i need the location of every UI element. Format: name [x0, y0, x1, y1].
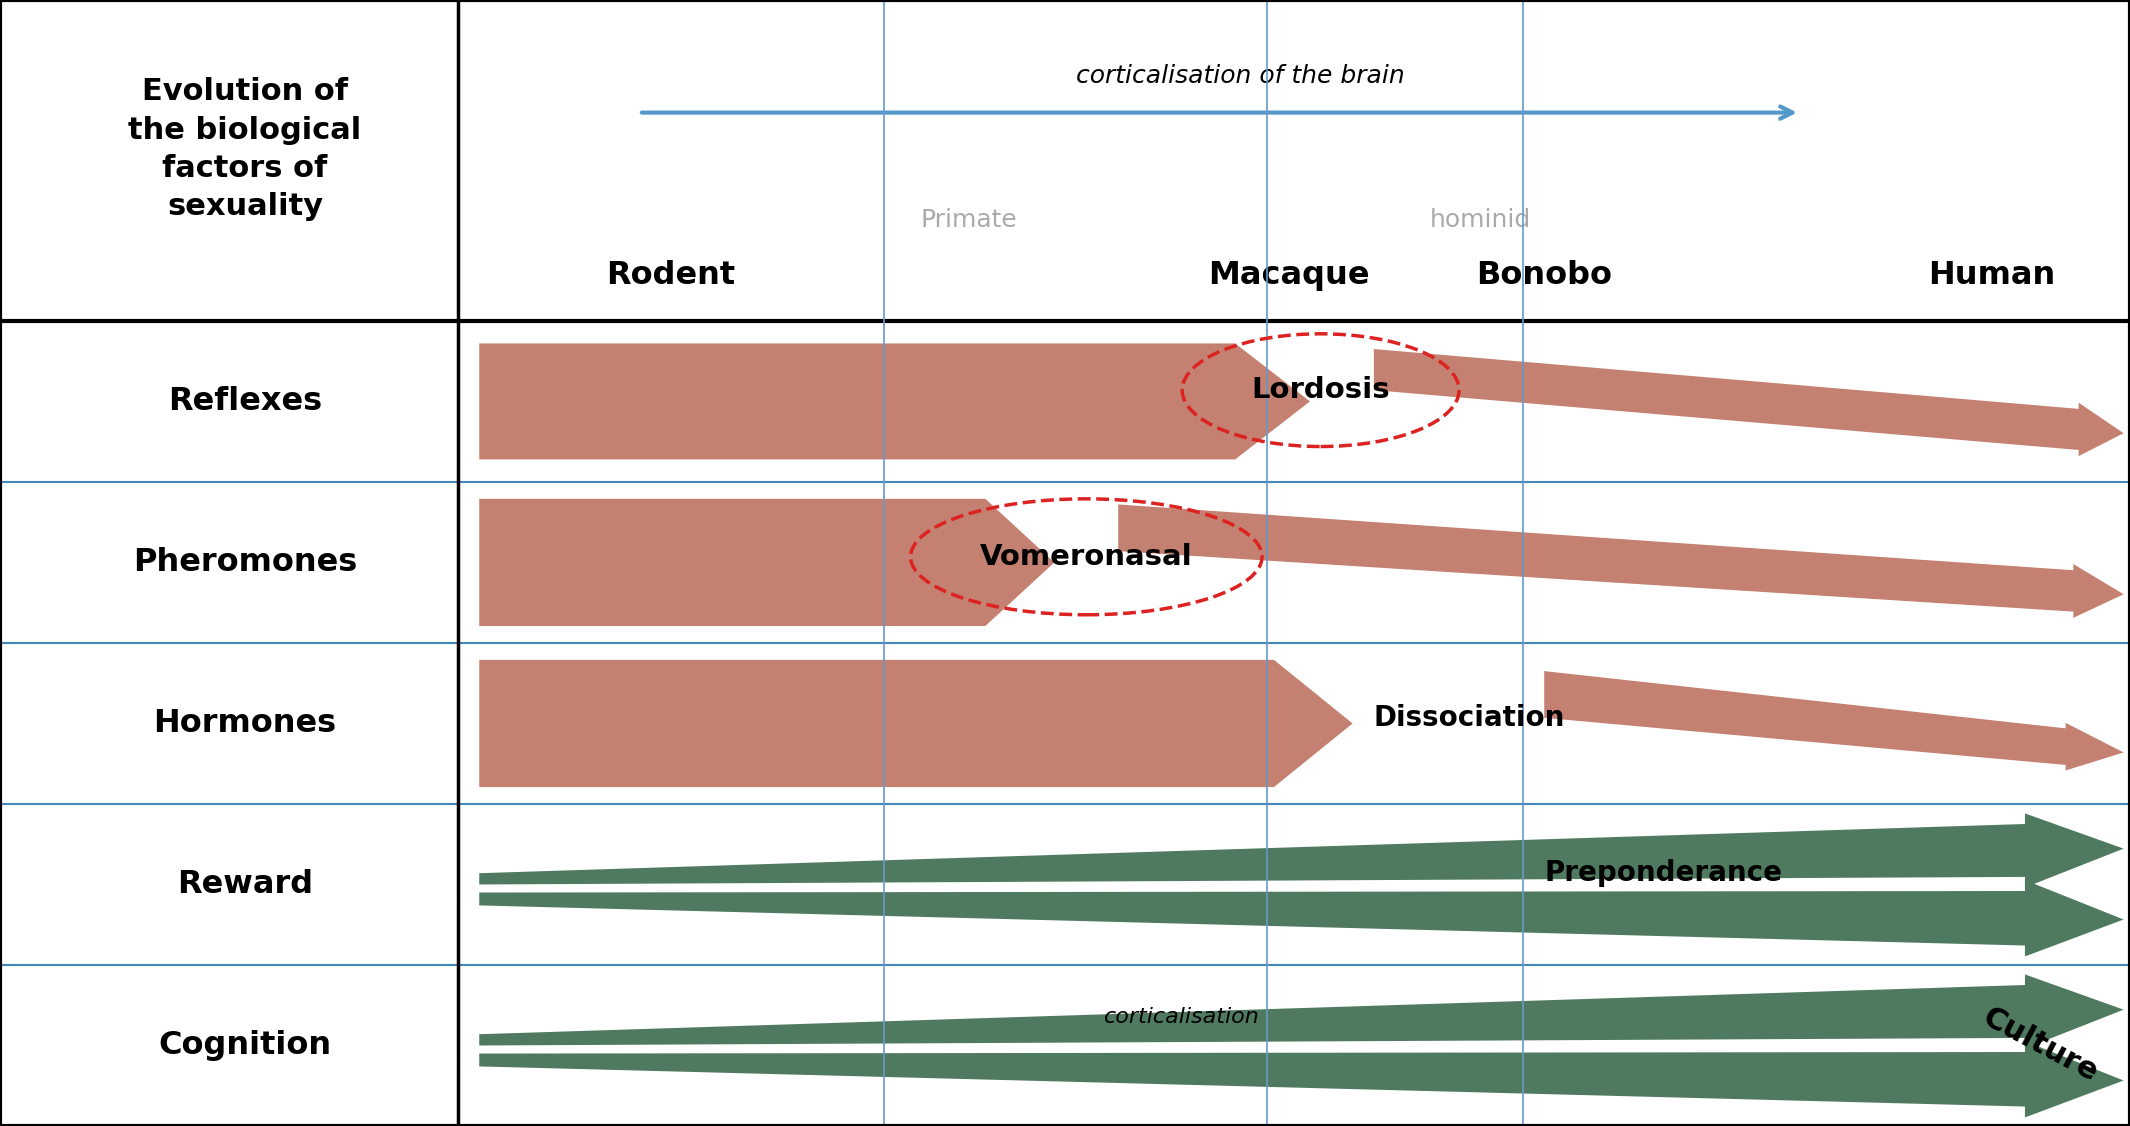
Text: Rodent: Rodent — [607, 260, 735, 292]
Text: Macaque: Macaque — [1208, 260, 1370, 292]
Text: Lordosis: Lordosis — [1250, 376, 1391, 404]
Text: Cognition: Cognition — [158, 1030, 332, 1061]
Text: corticalisation of the brain: corticalisation of the brain — [1076, 64, 1406, 88]
Polygon shape — [479, 813, 2124, 887]
Polygon shape — [1118, 504, 2124, 618]
Text: Preponderance: Preponderance — [1544, 859, 1783, 887]
Polygon shape — [479, 343, 1310, 459]
Text: Pheromones: Pheromones — [132, 547, 358, 578]
Text: Vomeronasal: Vomeronasal — [980, 543, 1193, 571]
Text: Bonobo: Bonobo — [1476, 260, 1612, 292]
Text: Human: Human — [1928, 260, 2055, 292]
Text: Reflexes: Reflexes — [168, 386, 322, 417]
Polygon shape — [479, 974, 2124, 1048]
Text: corticalisation: corticalisation — [1103, 1008, 1261, 1027]
Polygon shape — [479, 881, 2124, 956]
Text: Reward: Reward — [177, 869, 313, 900]
Text: Evolution of
the biological
factors of
sexuality: Evolution of the biological factors of s… — [128, 78, 362, 221]
Text: Dissociation: Dissociation — [1374, 704, 1566, 732]
Polygon shape — [1544, 671, 2124, 770]
Text: Primate: Primate — [920, 207, 1018, 232]
Polygon shape — [479, 1042, 2124, 1117]
Text: Hormones: Hormones — [153, 708, 337, 739]
Polygon shape — [479, 499, 1054, 626]
Polygon shape — [479, 660, 1353, 787]
Text: Culture: Culture — [1979, 1003, 2102, 1088]
Polygon shape — [1374, 349, 2124, 456]
Text: hominid: hominid — [1429, 207, 1531, 232]
